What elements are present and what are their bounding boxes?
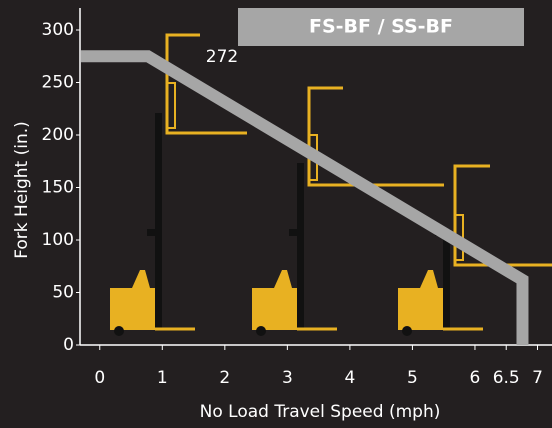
truck-load — [167, 82, 176, 129]
truck-wheel — [402, 326, 412, 336]
truck-wheel — [114, 326, 124, 336]
x-tick-label: 7 — [532, 368, 543, 388]
truck-wheel — [256, 326, 266, 336]
x-axis-label: No Load Travel Speed (mph) — [200, 402, 441, 422]
truck-body — [252, 270, 297, 330]
truck-block — [297, 229, 304, 289]
y-tick-label: 0 — [63, 335, 74, 355]
x-tick-label: 6.5 — [493, 368, 520, 388]
truck-body — [110, 270, 155, 330]
truck-carriage — [307, 86, 444, 187]
title-box — [238, 8, 524, 46]
chart-title: FS-BF / SS-BF — [309, 16, 453, 38]
y-tick-label: 50 — [52, 283, 74, 303]
y-axis-label: Fork Height (in.) — [12, 121, 32, 259]
y-tick-label: 300 — [42, 20, 74, 40]
x-tick-label: 1 — [157, 368, 168, 388]
y-tick-label: 200 — [42, 125, 74, 145]
truck-crossbar — [289, 229, 304, 236]
trucks — [110, 33, 552, 336]
y-tick-label: 250 — [42, 73, 74, 93]
truck-block — [443, 229, 450, 289]
x-tick-label: 6 — [470, 368, 481, 388]
truck-body — [398, 270, 443, 330]
x-tick-label: 3 — [282, 368, 293, 388]
x-tick-label: 2 — [219, 368, 230, 388]
x-tick-label: 4 — [344, 368, 355, 388]
series-line — [81, 50, 529, 345]
x-tick-label: 5 — [407, 368, 418, 388]
truck-crossbar — [147, 229, 162, 236]
truck-mast — [155, 113, 162, 330]
x-tick-label: 0 — [94, 368, 105, 388]
annotation: 272 — [206, 47, 238, 67]
y-tick-label: 100 — [42, 230, 74, 250]
y-tick-label: 150 — [42, 178, 74, 198]
truck-block — [155, 229, 162, 289]
